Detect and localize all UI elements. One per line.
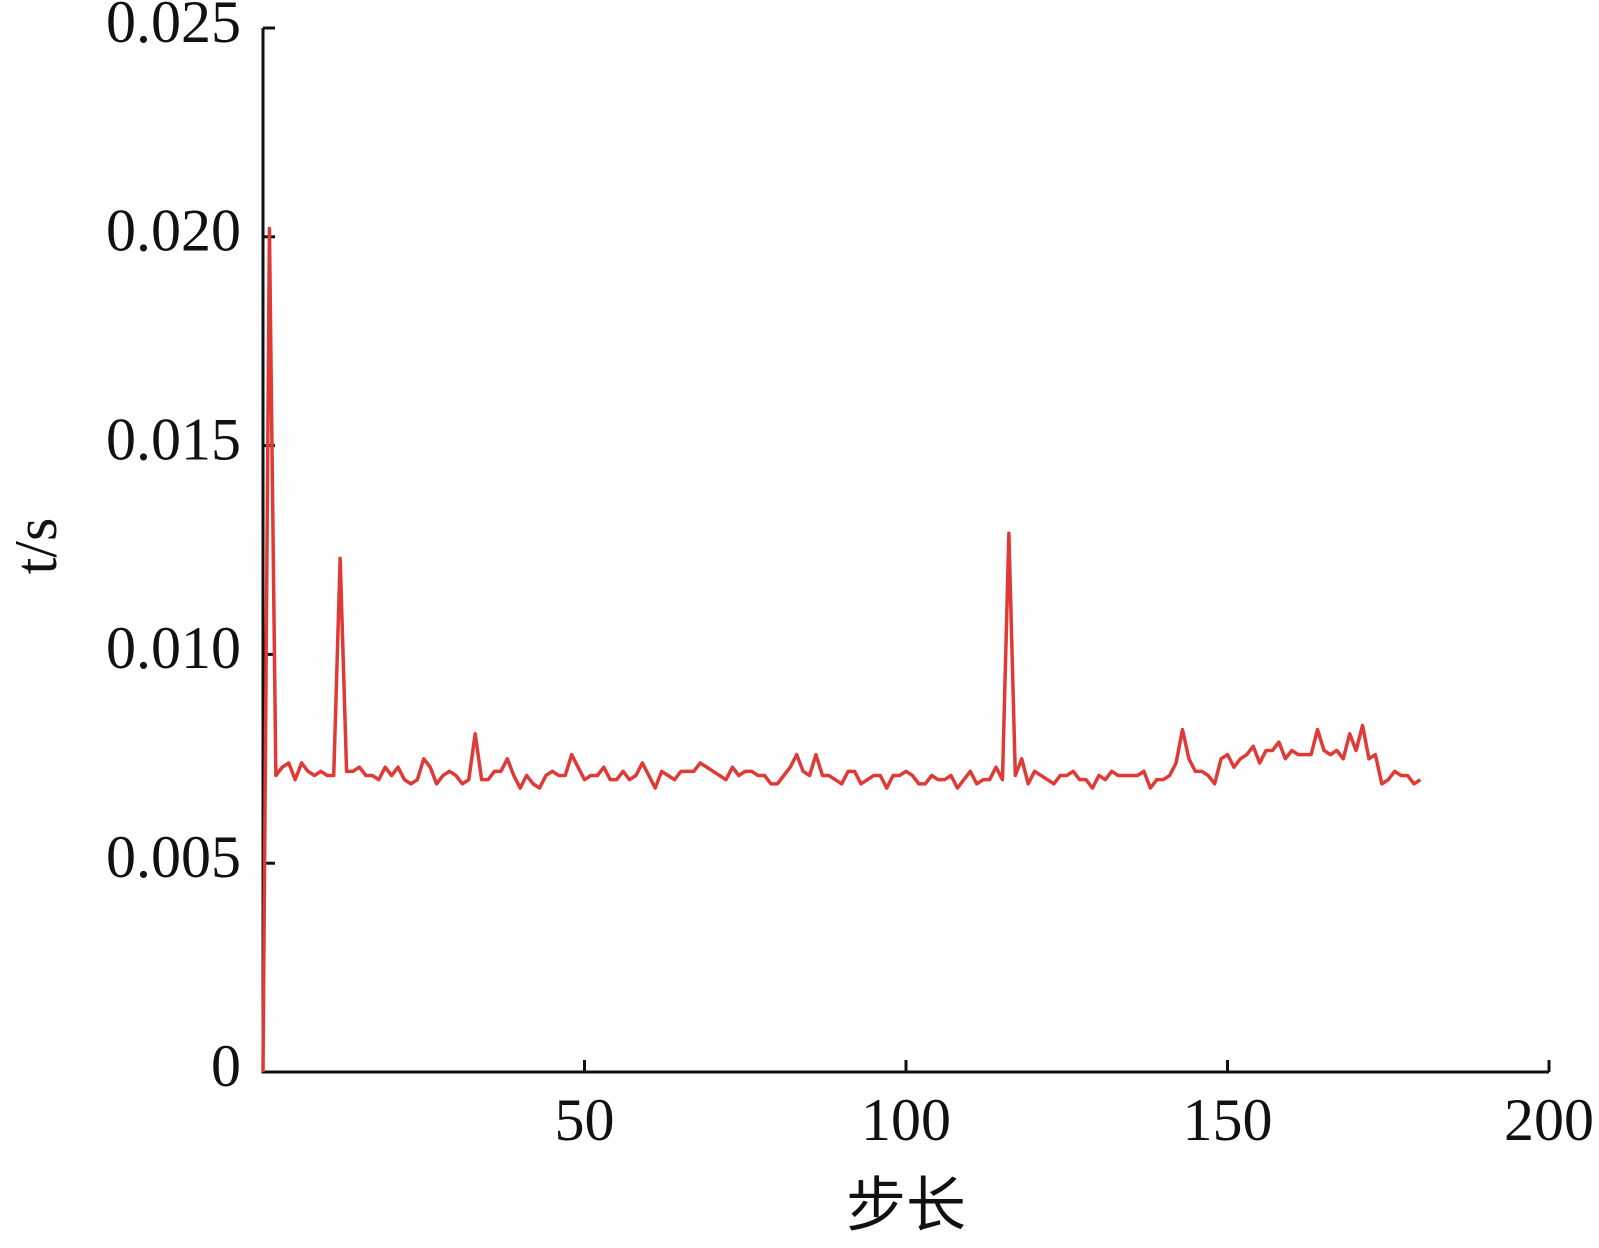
x-tick-label: 200 — [1504, 1087, 1594, 1153]
y-tick-label: 0.025 — [106, 0, 241, 55]
y-tick-label: 0.005 — [106, 824, 241, 890]
y-axis-label: t/s — [3, 518, 69, 575]
y-tick-label: 0 — [211, 1033, 241, 1099]
x-axis-label: 步长 — [846, 1173, 966, 1239]
x-tick-label: 100 — [861, 1087, 951, 1153]
x-tick-label: 50 — [555, 1087, 615, 1153]
data-line — [261, 226, 1422, 1073]
y-tick-label: 0.020 — [106, 198, 241, 264]
y-tick-label: 0.015 — [106, 406, 241, 472]
x-tick-label: 150 — [1183, 1087, 1273, 1153]
y-tick-label: 0.010 — [106, 615, 241, 681]
